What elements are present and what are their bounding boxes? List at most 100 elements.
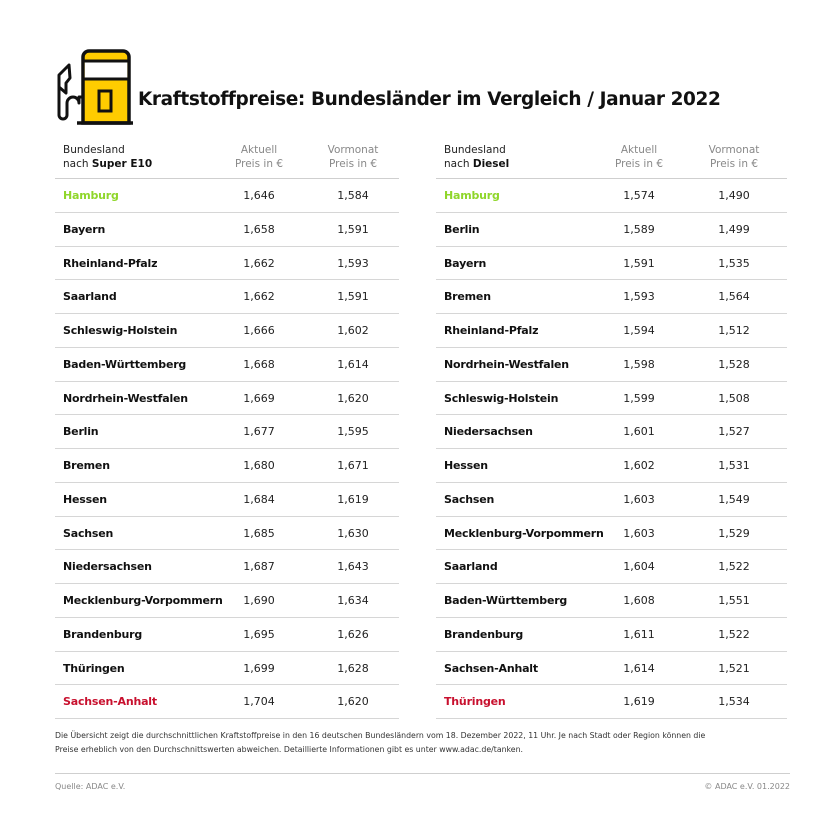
- previous-price: 1,499: [718, 222, 750, 236]
- current-price: 1,611: [623, 627, 655, 641]
- current-price: 1,619: [623, 695, 655, 709]
- current-price: 1,603: [623, 526, 655, 540]
- source-label: Quelle: ADAC e.V.: [55, 782, 126, 791]
- current-price: 1,589: [623, 222, 655, 236]
- previous-price: 1,549: [718, 492, 750, 506]
- table-row: Baden-Württemberg 1,668 1,614: [55, 348, 399, 382]
- current-price: 1,574: [623, 189, 655, 202]
- previous-price: 1,634: [337, 594, 369, 607]
- table-body: Hamburg 1,574 1,490 Berlin 1,589 1,499 Bayern 1…: [436, 179, 787, 719]
- table-row: Saarland 1,662 1,591: [55, 280, 399, 314]
- column-header-state: Bundesland nach Diesel: [444, 144, 510, 170]
- state-name: Hessen: [63, 492, 107, 506]
- previous-price: 1,528: [718, 357, 750, 371]
- table-row: Baden-Württemberg 1,608 1,551: [436, 584, 787, 618]
- previous-price: 1,619: [337, 492, 369, 506]
- table-row: Sachsen-Anhalt 1,704 1,620: [55, 685, 399, 719]
- table-row: Hessen 1,602 1,531: [436, 449, 787, 483]
- column-header-current: Aktuell Preis in €: [234, 144, 283, 170]
- previous-price: 1,522: [718, 560, 750, 574]
- current-price: 1,598: [623, 357, 655, 371]
- state-name: Bremen: [63, 459, 110, 472]
- state-name: Rheinland-Pfalz: [444, 324, 539, 337]
- current-price: 1,603: [623, 492, 655, 506]
- state-name: Baden-Württemberg: [444, 594, 568, 607]
- previous-price: 1,531: [718, 459, 750, 472]
- state-name: Baden-Württemberg: [63, 357, 187, 371]
- column-header-state: Bundesland nach Super E10: [63, 144, 153, 170]
- previous-price: 1,522: [718, 627, 750, 641]
- table-row: Schleswig-Holstein 1,599 1,508: [436, 382, 787, 416]
- previous-price: 1,527: [718, 425, 750, 439]
- state-name: Brandenburg: [444, 627, 524, 641]
- current-price: 1,591: [623, 256, 655, 270]
- state-name: Rheinland-Pfalz: [63, 256, 158, 270]
- table-body: Hamburg 1,646 1,584 Bayern 1,658 1,591 Rheinla…: [55, 179, 399, 719]
- state-name: Hamburg: [444, 189, 500, 202]
- previous-price: 1,593: [337, 256, 369, 270]
- previous-price: 1,591: [337, 222, 369, 236]
- current-price: 1,684: [243, 492, 275, 506]
- current-price: 1,669: [243, 391, 275, 405]
- previous-price: 1,630: [337, 526, 369, 540]
- table-row: Rheinland-Pfalz 1,662 1,593: [55, 247, 399, 281]
- table-row: Saarland 1,604 1,522: [436, 550, 787, 584]
- table-row: Nordrhein-Westfalen 1,669 1,620: [55, 382, 399, 416]
- table-row: Niedersachsen 1,687 1,643: [55, 550, 399, 584]
- current-price: 1,662: [243, 256, 275, 270]
- super-e10-table: Bundesland nach Super E10 Aktuell Preis …: [55, 141, 399, 719]
- previous-price: 1,508: [718, 391, 750, 405]
- footer-divider: [55, 773, 790, 774]
- current-price: 1,695: [243, 627, 275, 641]
- current-price: 1,685: [243, 526, 275, 540]
- state-name: Saarland: [63, 290, 117, 304]
- table-header: Bundesland nach Super E10 Aktuell Preis …: [55, 141, 399, 179]
- state-name: Niedersachsen: [63, 560, 152, 574]
- previous-price: 1,591: [337, 290, 369, 304]
- state-name: Mecklenburg-Vorpommern: [444, 526, 604, 540]
- table-row: Thüringen 1,699 1,628: [55, 652, 399, 686]
- copyright-label: © ADAC e.V. 01.2022: [704, 782, 790, 791]
- current-price: 1,604: [623, 560, 655, 574]
- page-title: Kraftstoffpreise: Bundesländer im Vergle…: [138, 89, 721, 110]
- current-price: 1,704: [243, 695, 275, 709]
- current-price: 1,593: [623, 290, 655, 304]
- table-row: Bremen 1,593 1,564: [436, 280, 787, 314]
- table-row: Berlin 1,589 1,499: [436, 213, 787, 247]
- previous-price: 1,626: [337, 627, 369, 641]
- current-price: 1,677: [243, 425, 275, 439]
- table-row: Mecklenburg-Vorpommern 1,690 1,634: [55, 584, 399, 618]
- previous-price: 1,671: [337, 459, 369, 472]
- current-price: 1,666: [243, 324, 275, 337]
- footnote: Die Übersicht zeigt die durchschnittlich…: [55, 731, 706, 754]
- table-row: Hamburg 1,646 1,584: [55, 179, 399, 213]
- state-name: Berlin: [63, 425, 99, 439]
- state-name: Berlin: [444, 222, 480, 236]
- state-name: Nordrhein-Westfalen: [63, 391, 188, 405]
- state-name: Thüringen: [63, 661, 125, 675]
- current-price: 1,680: [243, 459, 275, 472]
- table-row: Brandenburg 1,611 1,522: [436, 618, 787, 652]
- state-name: Saarland: [444, 560, 498, 574]
- previous-price: 1,620: [337, 695, 369, 709]
- previous-price: 1,564: [718, 290, 750, 304]
- current-price: 1,608: [623, 594, 655, 607]
- previous-price: 1,595: [337, 425, 369, 439]
- previous-price: 1,529: [718, 526, 750, 540]
- current-price: 1,658: [243, 222, 275, 236]
- previous-price: 1,628: [337, 661, 369, 675]
- current-price: 1,646: [243, 189, 275, 202]
- state-name: Bremen: [444, 290, 491, 304]
- previous-price: 1,490: [718, 189, 750, 202]
- previous-price: 1,643: [337, 560, 369, 574]
- table-row: Bayern 1,658 1,591: [55, 213, 399, 247]
- table-row: Sachsen 1,603 1,549: [436, 483, 787, 517]
- table-row: Rheinland-Pfalz 1,594 1,512: [436, 314, 787, 348]
- current-price: 1,614: [623, 661, 655, 675]
- state-name: Sachsen: [63, 526, 114, 540]
- current-price: 1,594: [623, 324, 655, 337]
- table-header: Bundesland nach Diesel Aktuell Preis in …: [436, 141, 787, 179]
- table-row: Sachsen-Anhalt 1,614 1,521: [436, 652, 787, 686]
- previous-price: 1,551: [718, 594, 750, 607]
